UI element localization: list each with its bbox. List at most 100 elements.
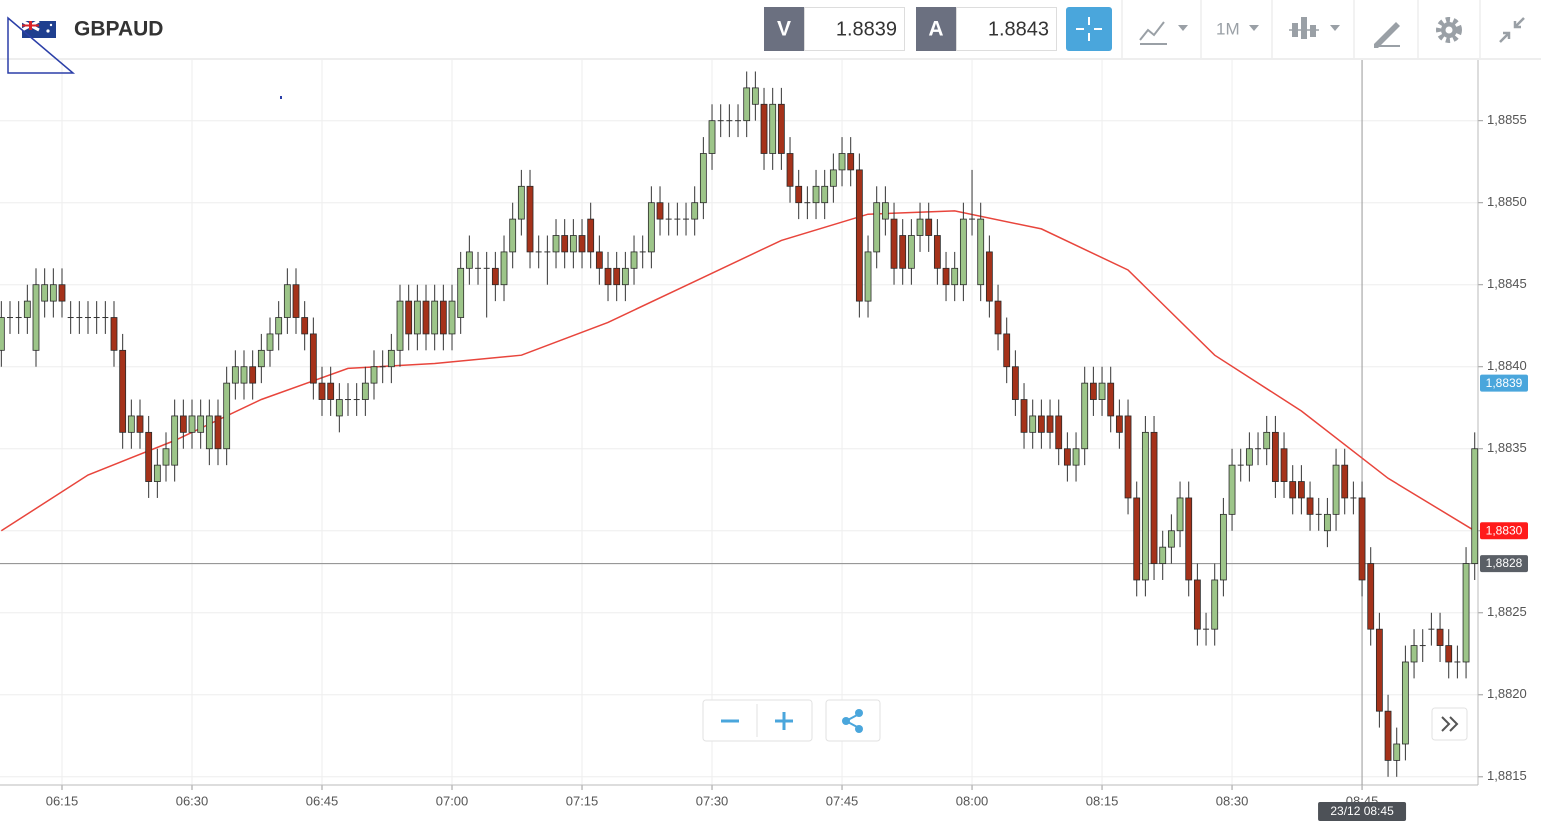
scroll-right-button[interactable] [1431, 707, 1468, 741]
candle-body [812, 185, 820, 204]
ask-box[interactable] [956, 7, 1057, 51]
candle-body [1271, 431, 1279, 482]
candle-body [743, 87, 751, 122]
chart-type-button[interactable] [1289, 17, 1340, 39]
candle-body [674, 218, 681, 220]
candle-body [708, 120, 716, 154]
bid-box[interactable] [804, 7, 905, 51]
candle-body [214, 415, 222, 450]
candle-body [1159, 546, 1167, 564]
candle-body [266, 333, 274, 351]
candle-body [145, 431, 153, 482]
candle-body [1020, 399, 1028, 433]
collapse-button[interactable] [1499, 17, 1525, 43]
price-tag [1480, 374, 1528, 392]
x-tick-label: 07:15 [566, 793, 599, 808]
candle-body [509, 218, 517, 253]
candle-body [535, 251, 542, 253]
candle-body [1124, 415, 1132, 499]
candle-body [821, 185, 829, 204]
candle-body [777, 103, 785, 154]
indicator-button[interactable] [1139, 21, 1188, 45]
zoom-controls [702, 699, 1468, 742]
candle-body [23, 300, 31, 318]
overlay: 1,8839 1,8830 1,8828 23/12 08:45 [1318, 374, 1528, 821]
candle-body [1401, 661, 1409, 745]
candle-body [257, 349, 265, 368]
ask-price: 1.8843 [988, 18, 1049, 40]
candle-body [1011, 366, 1019, 400]
candle-body [422, 300, 430, 335]
zoom-in[interactable] [775, 712, 793, 730]
candle-body [1003, 333, 1011, 368]
candle-body [665, 218, 672, 220]
candle-body [1185, 497, 1193, 581]
candle-body [162, 448, 170, 466]
candle-body [179, 415, 187, 433]
candle-body [942, 267, 950, 286]
candle-body [604, 267, 612, 286]
crosshair-label: 23/12 08:45 [1330, 804, 1394, 818]
settings-button[interactable] [1436, 17, 1462, 43]
candle-body [804, 202, 811, 204]
candle-body [396, 300, 404, 351]
candle-body [881, 202, 889, 220]
candle-body [1228, 464, 1236, 515]
candle-body [769, 103, 777, 154]
candle-body [1098, 382, 1106, 400]
candle-body [387, 349, 395, 368]
draw-button[interactable] [1374, 22, 1400, 48]
candle-body [1255, 448, 1262, 450]
candle-body [413, 300, 421, 335]
plot-area: 1,8815 1,8820 1,8825 1,8830 1,8835 1,8840 1,88… [0, 60, 1527, 808]
x-tick-label: 08:15 [1086, 793, 1119, 808]
candle-body [345, 399, 352, 401]
candle-body [119, 349, 127, 433]
candle-body [93, 317, 100, 319]
y-tick-label: 1,8820 [1487, 686, 1527, 701]
candle-body [439, 300, 447, 335]
drawn-triangle[interactable] [7, 16, 76, 74]
candle-body [977, 218, 985, 286]
bid-label: V [777, 18, 791, 41]
ask-label: A [928, 18, 943, 41]
candle-body [1176, 497, 1184, 532]
y-tick-label: 1,8845 [1487, 276, 1527, 291]
candle-body [969, 218, 976, 220]
candle-body [1167, 530, 1175, 548]
candle-body [491, 267, 499, 286]
candle-body [578, 235, 586, 253]
candle-body [171, 415, 179, 466]
candle-body [197, 415, 205, 433]
candle-body [751, 87, 759, 105]
candle-body [726, 120, 733, 122]
candle-body [1029, 415, 1037, 433]
candle-body [457, 267, 465, 318]
share-button[interactable] [825, 699, 881, 742]
candle-body [110, 317, 118, 351]
candle-body [1306, 497, 1314, 515]
candle-body [985, 251, 993, 302]
y-tick-label: 1,8835 [1487, 440, 1527, 455]
x-tick-label: 06:15 [46, 793, 79, 808]
crosshair-button[interactable] [1066, 7, 1112, 51]
price-tag-label: 1,8830 [1486, 523, 1523, 537]
x-tick-label: 06:45 [306, 793, 339, 808]
x-tick-label: 07:45 [826, 793, 859, 808]
y-tick-label: 1,8855 [1487, 112, 1527, 127]
drawn-point [280, 96, 282, 99]
candle-body [699, 153, 707, 204]
candle-body [916, 218, 924, 236]
candle-body [32, 284, 40, 351]
candle-body [483, 267, 490, 269]
candle-body [301, 317, 309, 335]
candle-body [1081, 382, 1089, 450]
candle-body [1072, 448, 1080, 466]
timeframe-button[interactable]: 1M [1216, 19, 1259, 38]
candle-body [925, 218, 933, 236]
candle-body [907, 235, 915, 269]
price-tag [1480, 522, 1528, 540]
candle-body [1454, 661, 1461, 663]
candle-body [1115, 415, 1123, 433]
candle-body [1141, 431, 1149, 581]
